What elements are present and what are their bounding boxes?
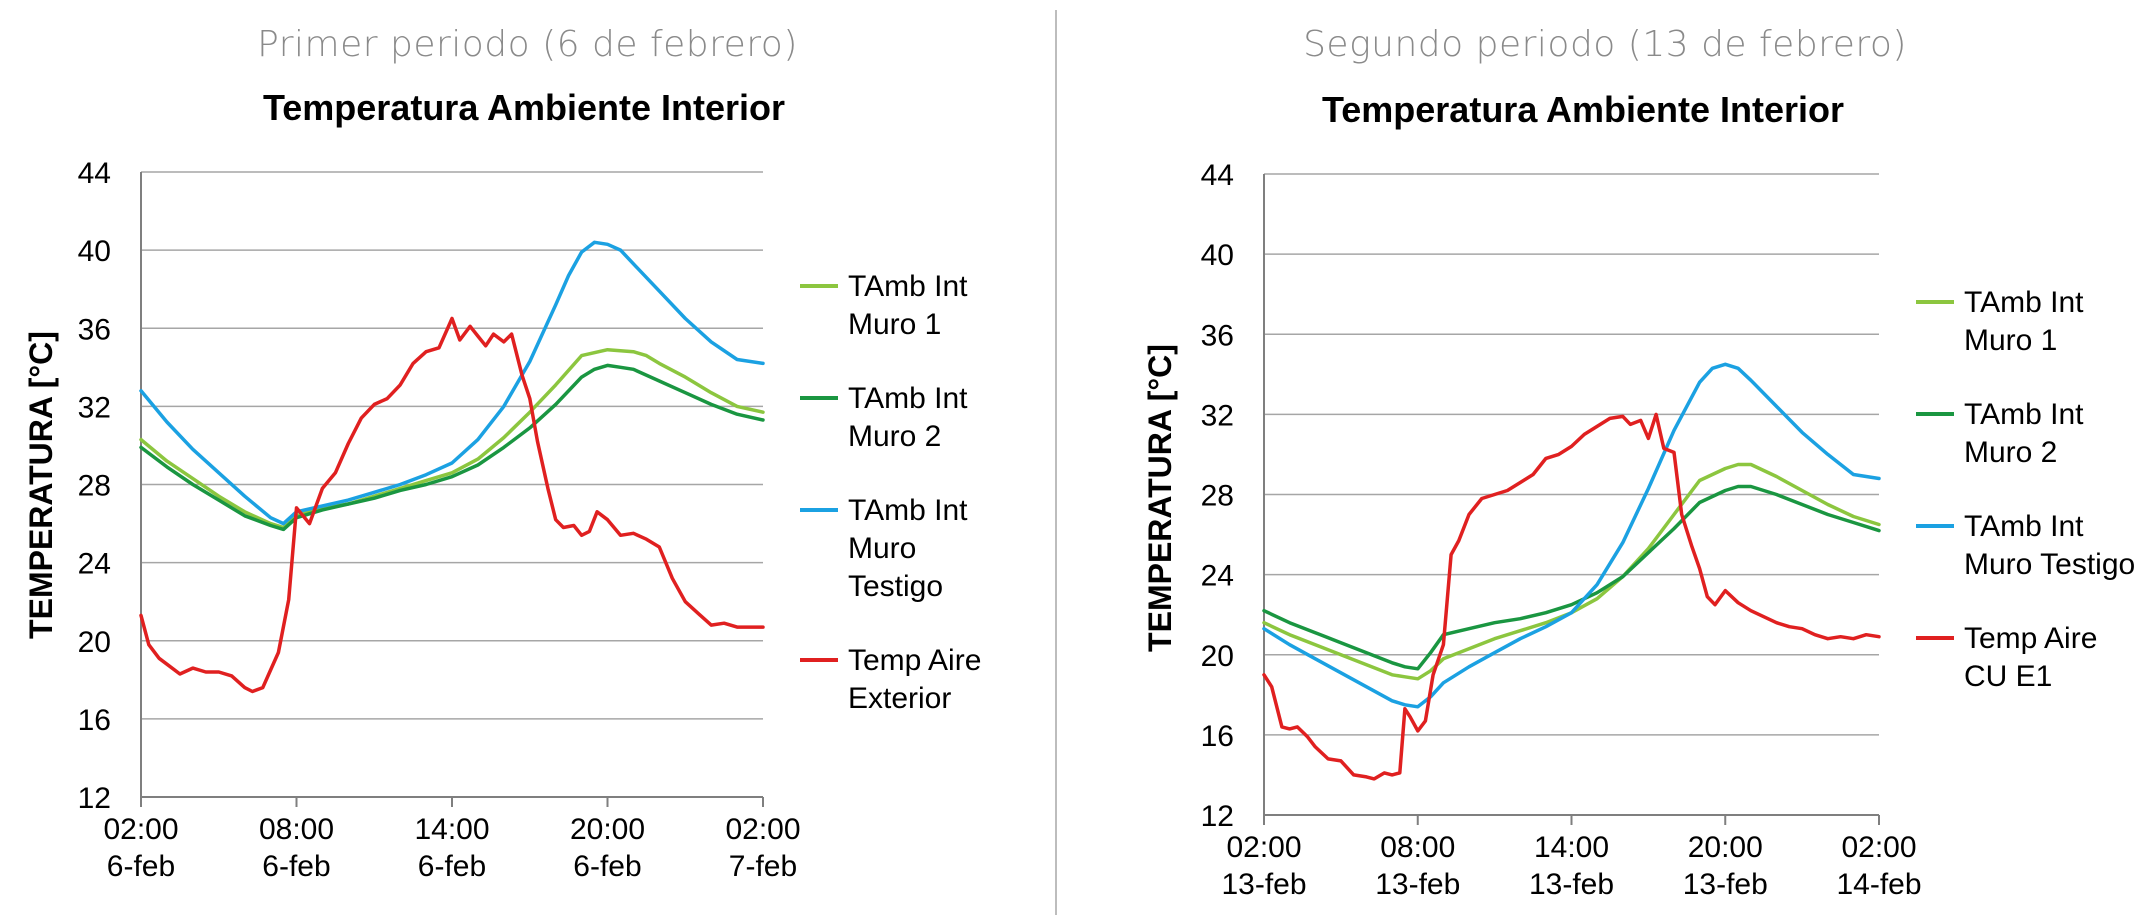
x-tick-label-time: 02:00 [1226,831,1301,864]
x-tick-label-date: 6-feb [418,850,486,883]
legend-label: CU E1 [1964,660,2052,693]
legend-label: TAmb Int [1964,286,2084,319]
period-label: Segundo periodo (13 de febrero) [1303,24,1907,65]
y-tick-label: 20 [78,626,111,659]
chart-left: Temperatura Ambiente Interior 12 16 20 24 28 3… [23,87,981,883]
legend-label: Testigo [848,570,943,603]
y-axis-label: TEMPERATURA [°C] [23,331,59,639]
x-tick-label-date: 13-feb [1683,868,1768,901]
y-tick-label: 32 [1201,399,1234,432]
y-tick-label: 40 [78,235,111,268]
legend-label: Muro 1 [848,308,941,341]
x-tick-label-date: 6-feb [107,850,175,883]
series-line [1262,412,1881,781]
series-line [1262,462,1881,681]
x-tick-label-date: 13-feb [1375,868,1460,901]
x-tick-label-date: 7-feb [729,850,797,883]
y-tick-label: 20 [1201,640,1234,673]
x-tick-label-time: 02:00 [1841,831,1916,864]
legend-label: Muro 2 [848,420,941,453]
x-tick-label-time: 20:00 [570,813,645,846]
panel-segundo-periodo: Segundo periodo (13 de febrero) Temperat… [1059,0,2151,923]
legend-label: Muro Testigo [1964,548,2135,581]
legend-label: Muro 1 [1964,324,2057,357]
legend-label: Temp Aire [1964,622,2097,655]
x-tick-label-time: 02:00 [103,813,178,846]
x-tick-label-date: 6-feb [262,850,330,883]
x-tick-label-date: 13-feb [1529,868,1614,901]
series-line [139,347,765,530]
chart-right: Temperatura Ambiente Interior 12 16 20 24 28 3… [1142,89,2135,901]
x-tick-label-time: 08:00 [259,813,334,846]
legend-label: Temp Aire [848,644,981,677]
panel-primer-periodo: Primer periodo (6 de febrero) Temperatur… [0,0,1055,923]
y-tick-label: 16 [1201,720,1234,753]
period-label: Primer periodo (6 de febrero) [257,24,798,65]
y-tick-label: 24 [78,548,111,581]
legend-label: Exterior [848,682,951,715]
series-line [139,240,765,526]
x-tick-label-date: 13-feb [1221,868,1306,901]
y-tick-label: 32 [78,391,111,424]
y-tick-label: 12 [1201,800,1234,833]
y-tick-label: 12 [78,782,111,815]
series-line [1262,362,1881,709]
x-tick-label-date: 6-feb [573,850,641,883]
x-tick-label-time: 20:00 [1688,831,1763,864]
legend-label: Muro 2 [1964,436,2057,469]
x-tick-label-time: 02:00 [725,813,800,846]
y-tick-label: 36 [1201,319,1234,352]
legend-label: TAmb Int [1964,510,2084,543]
chart-title: Temperatura Ambiente Interior [263,87,785,128]
x-tick-label-time: 14:00 [1534,831,1609,864]
series-line [139,363,765,532]
series-line [1262,484,1881,671]
series-line [139,316,765,694]
legend-label: Muro [848,532,916,565]
x-tick-label-time: 14:00 [414,813,489,846]
y-tick-label: 28 [78,470,111,503]
x-tick-label-date: 14-feb [1836,868,1921,901]
y-tick-label: 16 [78,704,111,737]
y-tick-label: 24 [1201,560,1234,593]
chart-title: Temperatura Ambiente Interior [1322,89,1844,130]
legend-label: TAmb Int [848,494,968,527]
x-tick-label-time: 08:00 [1380,831,1455,864]
legend-label: TAmb Int [848,270,968,303]
y-tick-label: 40 [1201,239,1234,272]
y-tick-label: 44 [1201,159,1234,192]
y-tick-label: 36 [78,313,111,346]
y-tick-label: 28 [1201,480,1234,513]
legend-label: TAmb Int [848,382,968,415]
y-tick-label: 44 [78,157,111,190]
y-axis-label: TEMPERATURA [°C] [1142,344,1178,652]
legend-label: TAmb Int [1964,398,2084,431]
panel-divider [1055,10,1057,915]
